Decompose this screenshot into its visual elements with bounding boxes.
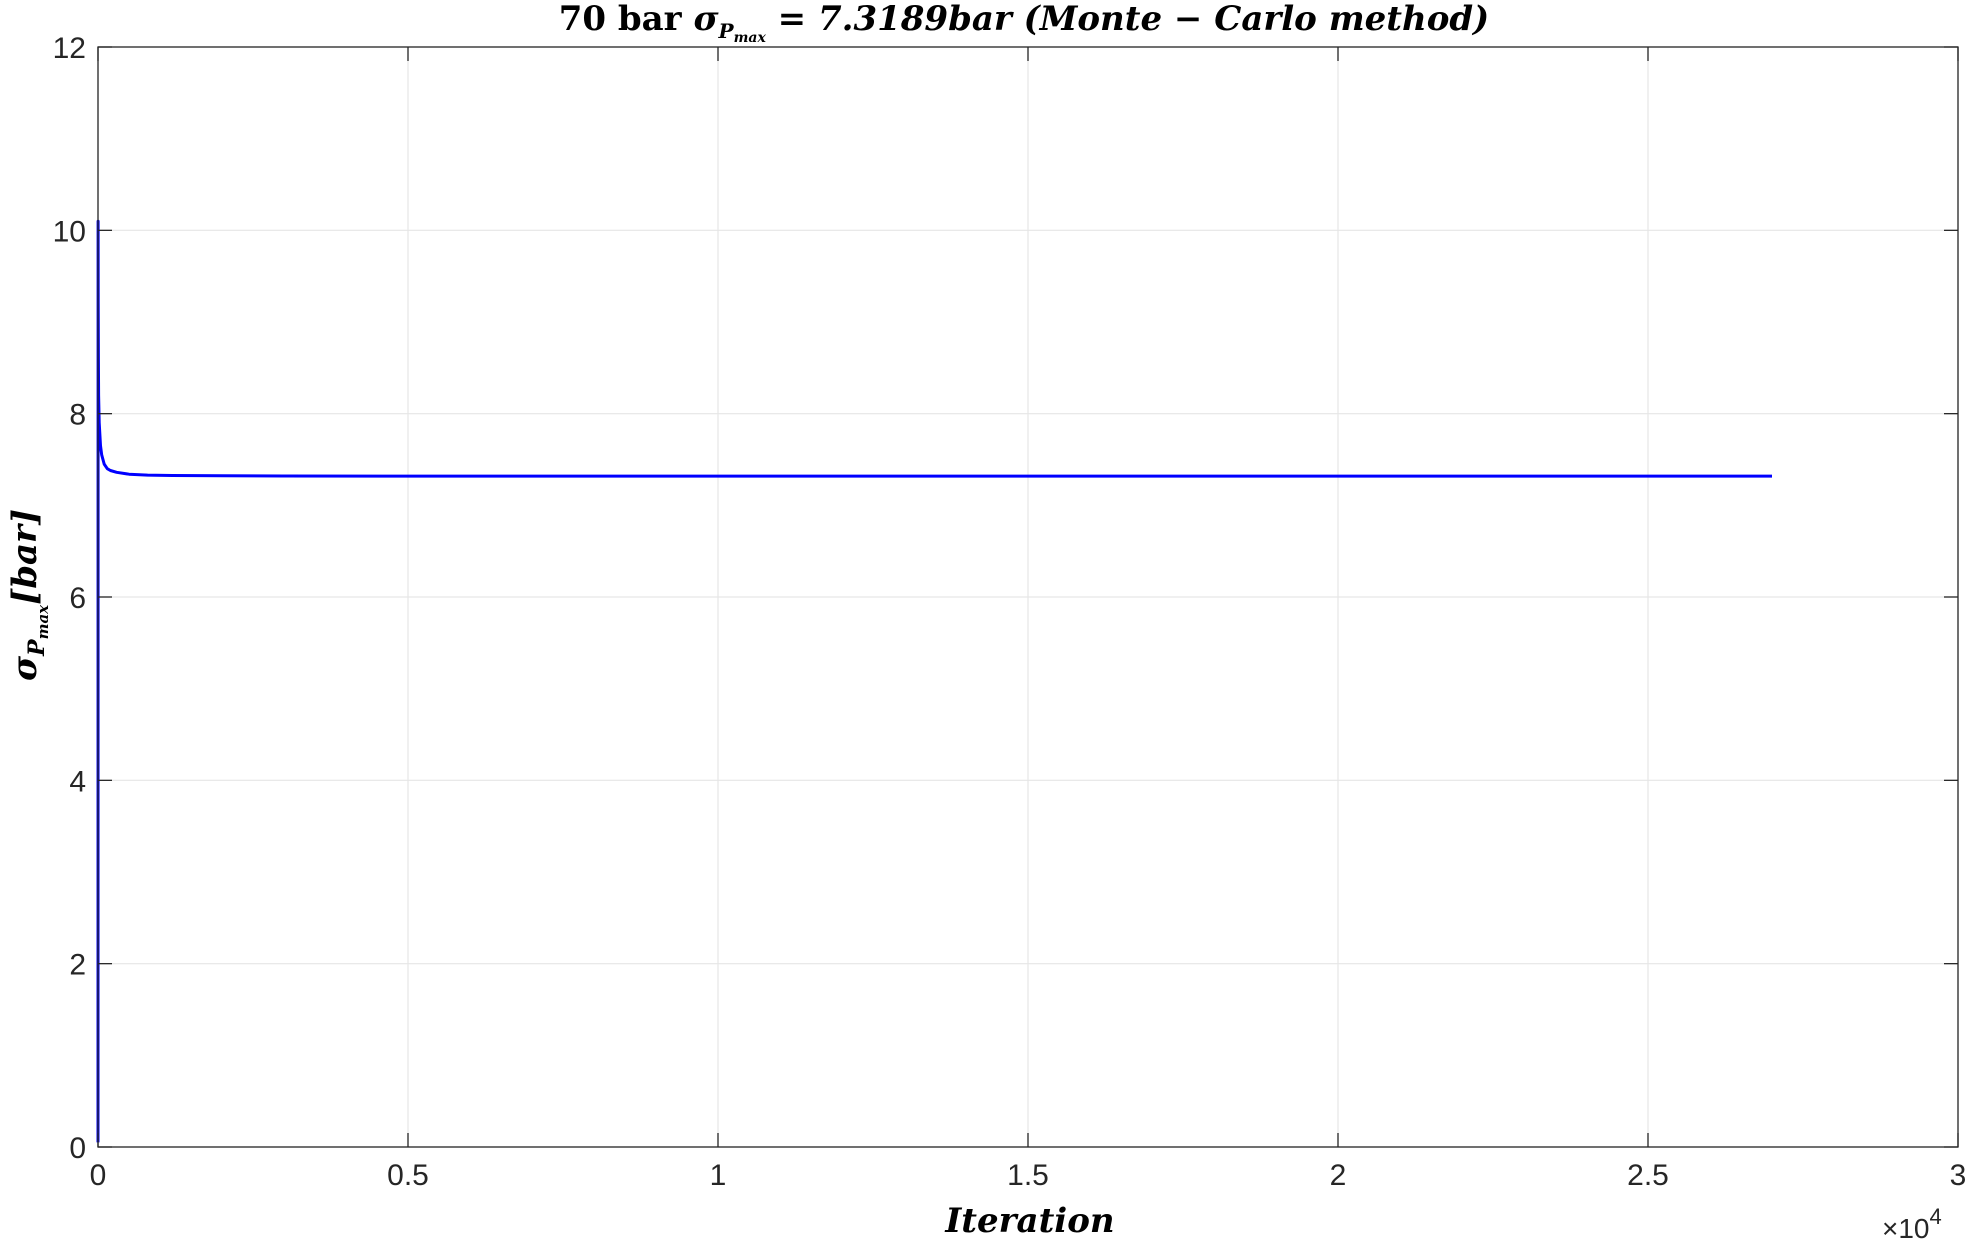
x-tick-label: 3 [1950,1159,1967,1192]
x-tick-label: 0 [90,1159,107,1192]
y-tick-label: 2 [69,949,86,982]
grid-lines [97,46,1959,1148]
y-axis-label: σPmax[bar] [5,509,52,681]
x-tick-label: 0.5 [387,1159,429,1192]
title-suffix: = 7.3189bar (Monte − Carlo method) [766,0,1489,39]
x-exponent-power: 4 [1930,1204,1942,1229]
y-tick-label: 10 [53,215,86,248]
title-sub: P [718,19,735,43]
series-group [96,219,1772,1143]
title-subsub: max [734,30,767,46]
x-tick-label: 1.5 [1007,1159,1049,1192]
y-tick-label: 0 [69,1132,86,1165]
y-tick-label: 6 [69,582,86,615]
y-axis-ticks: 0 2 4 6 8 10 12 [53,32,1958,1165]
chart-title: 70 bar σPmax = 7.3189bar (Monte − Carlo … [559,0,1490,46]
x-exponent-base: ×10 [1882,1213,1930,1244]
ylabel-unit: [bar] [5,509,45,605]
title-sigma: σ [693,0,719,39]
y-tick-label: 8 [69,399,86,432]
x-axis-exponent: ×104 [1882,1204,1942,1244]
x-axis-label: Iteration [944,1201,1114,1241]
y-tick-label: 4 [69,765,86,798]
ylabel-sigma: σ [5,655,45,681]
ylabel-sub: P [24,638,50,657]
x-axis-ticks: 0 0.5 1 1.5 2 2.5 3 [90,47,1967,1192]
x-tick-label: 1 [710,1159,727,1192]
x-tick-label: 2 [1330,1159,1347,1192]
y-tick-label: 12 [53,32,86,65]
series-line [96,219,1772,1143]
x-tick-label: 2.5 [1627,1159,1669,1192]
title-prefix: 70 bar [559,0,694,39]
ylabel-subsub: max [34,604,52,640]
